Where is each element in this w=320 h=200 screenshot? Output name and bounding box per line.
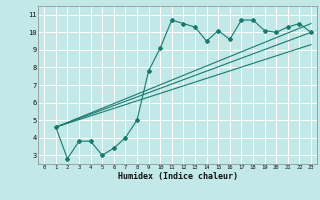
X-axis label: Humidex (Indice chaleur): Humidex (Indice chaleur) (118, 172, 238, 181)
